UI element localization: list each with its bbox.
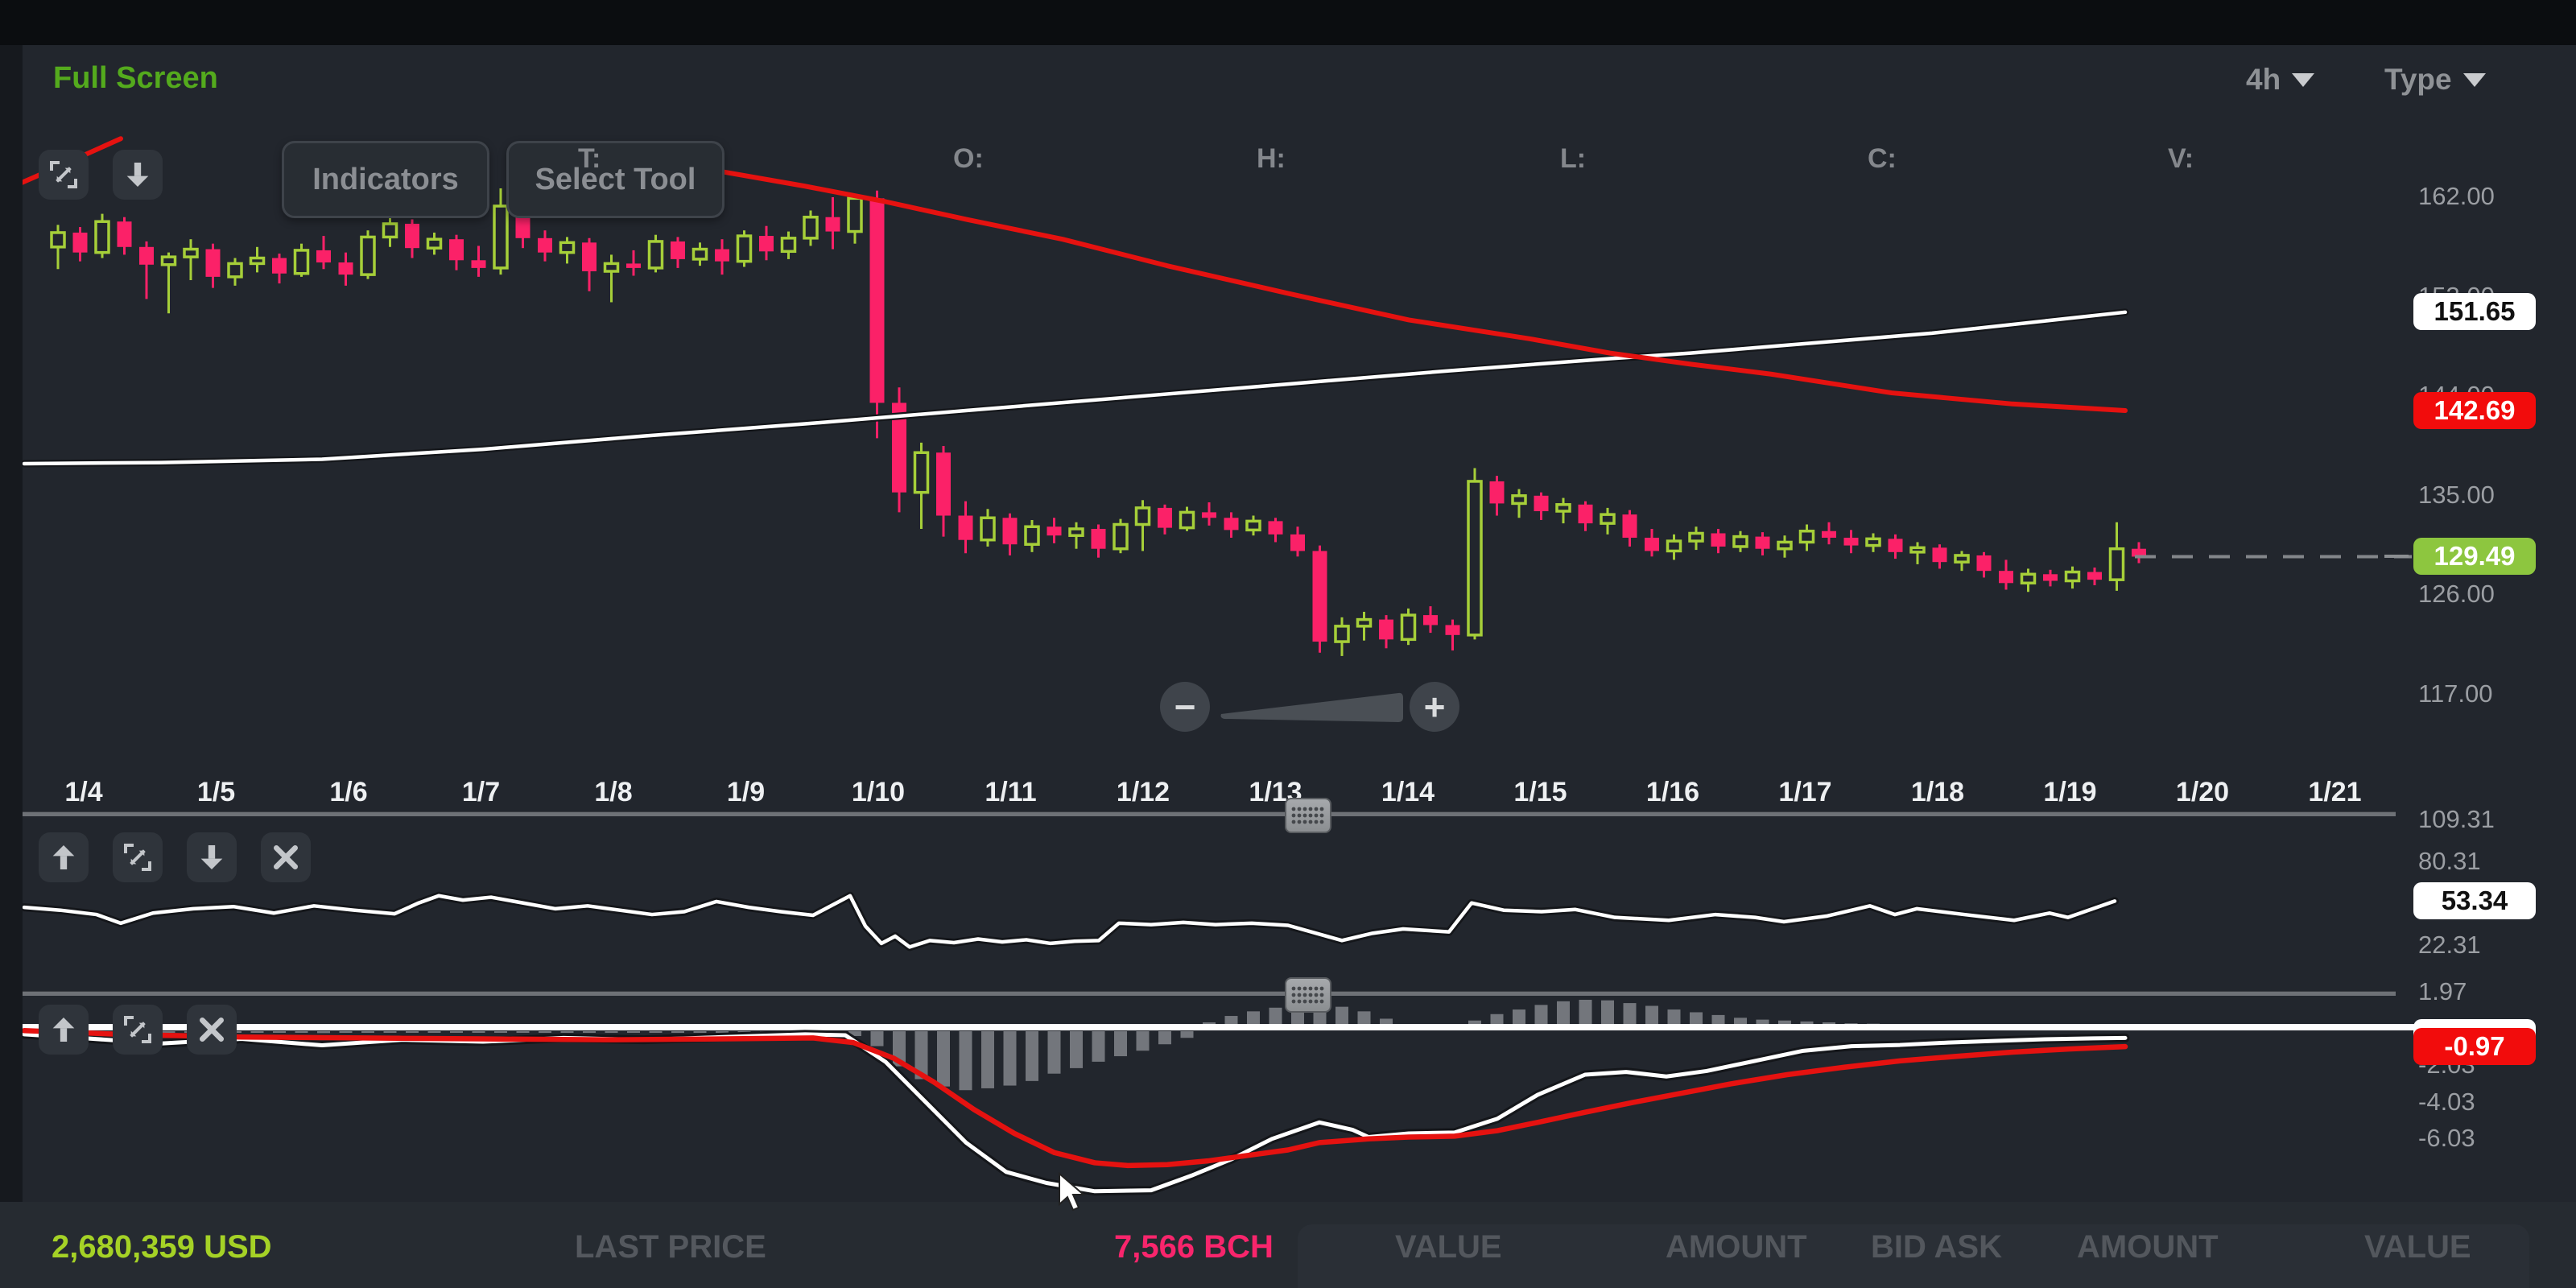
- amount-column-label: AMOUNT: [1666, 1229, 1807, 1265]
- legend-volume-label: V:: [2168, 143, 2194, 174]
- chart-type-label: Type: [2384, 63, 2452, 96]
- pane-separator-1[interactable]: [23, 811, 2396, 816]
- macd-zero-line: [23, 1024, 2415, 1030]
- arrow-up-icon: [52, 1018, 75, 1042]
- macd-close-button[interactable]: [187, 1005, 237, 1055]
- expand-pane-button[interactable]: [39, 150, 89, 200]
- top-black-bar: [0, 0, 2576, 45]
- ma-red-line: [513, 147, 2128, 414]
- macd-expand-button[interactable]: [113, 1005, 163, 1055]
- arrow-down-icon: [126, 163, 149, 187]
- x-axis-date: 1/15: [1513, 777, 1567, 807]
- zoom-in-button[interactable]: +: [1410, 682, 1459, 732]
- x-axis-date: 1/6: [329, 777, 368, 807]
- oscillator-shadow: [20, 891, 2119, 952]
- full-screen-button[interactable]: Full Screen: [53, 61, 218, 95]
- candlestick-series: [50, 169, 2146, 656]
- close-icon: [200, 1018, 224, 1042]
- expand-icon: [124, 844, 151, 871]
- zoom-slider[interactable]: [1216, 682, 1403, 732]
- close-icon: [274, 845, 298, 869]
- value-column-label-2: VALUE: [2364, 1229, 2471, 1265]
- pane-resize-grip-2[interactable]: [1285, 977, 1331, 1013]
- legend-close-label: C:: [1868, 143, 1897, 174]
- indicators-button-label: Indicators: [312, 162, 459, 196]
- zoom-control: − +: [1160, 682, 1459, 732]
- chevron-down-icon: [2462, 72, 2486, 87]
- select-tool-button[interactable]: Select Tool: [506, 141, 724, 218]
- timeframe-dropdown[interactable]: 4h: [2246, 63, 2315, 97]
- ma-white-shadow: [20, 308, 2129, 468]
- order-book-header-bar: 2,680,359 USD LAST PRICE 7,566 BCH VALUE…: [0, 1202, 2576, 1288]
- x-axis-date: 1/20: [2175, 777, 2230, 807]
- x-axis-date: 1/16: [1645, 777, 1700, 807]
- x-axis-date: 1/12: [1116, 777, 1170, 807]
- legend-high-label: H:: [1257, 143, 1286, 174]
- chevron-down-icon: [2292, 72, 2315, 87]
- grip-dots-icon: [1291, 986, 1324, 1004]
- x-axis: 1/4 1/5 1/6 1/7 1/8 1/9 1/10 1/11 1/12 1/13 1/14 1/…: [0, 777, 2576, 814]
- expand-icon: [50, 161, 77, 188]
- select-tool-button-label: Select Tool: [535, 162, 696, 196]
- x-axis-date: 1/11: [985, 777, 1037, 807]
- x-axis-date: 1/10: [851, 777, 906, 807]
- osc-move-down-button[interactable]: [187, 832, 237, 882]
- oscillator-line: [22, 894, 2117, 949]
- indicators-button[interactable]: Indicators: [282, 141, 489, 218]
- x-axis-date: 1/9: [726, 777, 766, 807]
- last-price-column-label: LAST PRICE: [575, 1229, 766, 1265]
- x-axis-date: 1/17: [1778, 777, 1832, 807]
- osc-move-up-button[interactable]: [39, 832, 89, 882]
- mouse-cursor: [1059, 1172, 1086, 1212]
- pane-separator-2[interactable]: [23, 991, 2396, 996]
- osc-expand-button[interactable]: [113, 832, 163, 882]
- move-pane-down-button[interactable]: [113, 150, 163, 200]
- x-axis-date: 1/7: [461, 777, 501, 807]
- macd-signal-line: [21, 1028, 2128, 1169]
- pane-resize-grip-1[interactable]: [1285, 798, 1331, 833]
- legend-low-label: L:: [1560, 143, 1587, 174]
- order-book-panel: [1298, 1224, 2529, 1288]
- macd-move-up-button[interactable]: [39, 1005, 89, 1055]
- x-axis-date: 1/5: [196, 777, 236, 807]
- legend-open-label: O:: [953, 143, 984, 174]
- zoom-out-button[interactable]: −: [1160, 682, 1210, 732]
- arrow-up-icon: [52, 845, 75, 869]
- arrow-down-icon: [200, 845, 223, 869]
- x-axis-date: 1/21: [2308, 777, 2362, 807]
- value-column-label: VALUE: [1395, 1229, 1502, 1265]
- bid-ask-column-label: BID ASK: [1871, 1229, 2002, 1265]
- chart-type-dropdown[interactable]: Type: [2384, 63, 2486, 97]
- expand-icon: [124, 1016, 151, 1043]
- grip-dots-icon: [1291, 807, 1324, 824]
- timeframe-label: 4h: [2246, 63, 2281, 96]
- x-axis-date: 1/4: [64, 777, 103, 807]
- amount-column-label-2: AMOUNT: [2077, 1229, 2219, 1265]
- x-axis-date: 1/19: [2043, 777, 2097, 807]
- x-axis-date: 1/18: [1910, 777, 1965, 807]
- total-usd-value: 2,680,359 USD: [52, 1229, 272, 1265]
- x-axis-date: 1/14: [1381, 777, 1435, 807]
- osc-close-button[interactable]: [261, 832, 311, 882]
- legend-time-label: T:: [578, 143, 601, 174]
- left-edge-strip: [0, 45, 23, 1288]
- ma-white-line: [22, 310, 2128, 466]
- total-bch-value: 7,566 BCH: [1114, 1229, 1274, 1265]
- x-axis-date: 1/8: [594, 777, 633, 807]
